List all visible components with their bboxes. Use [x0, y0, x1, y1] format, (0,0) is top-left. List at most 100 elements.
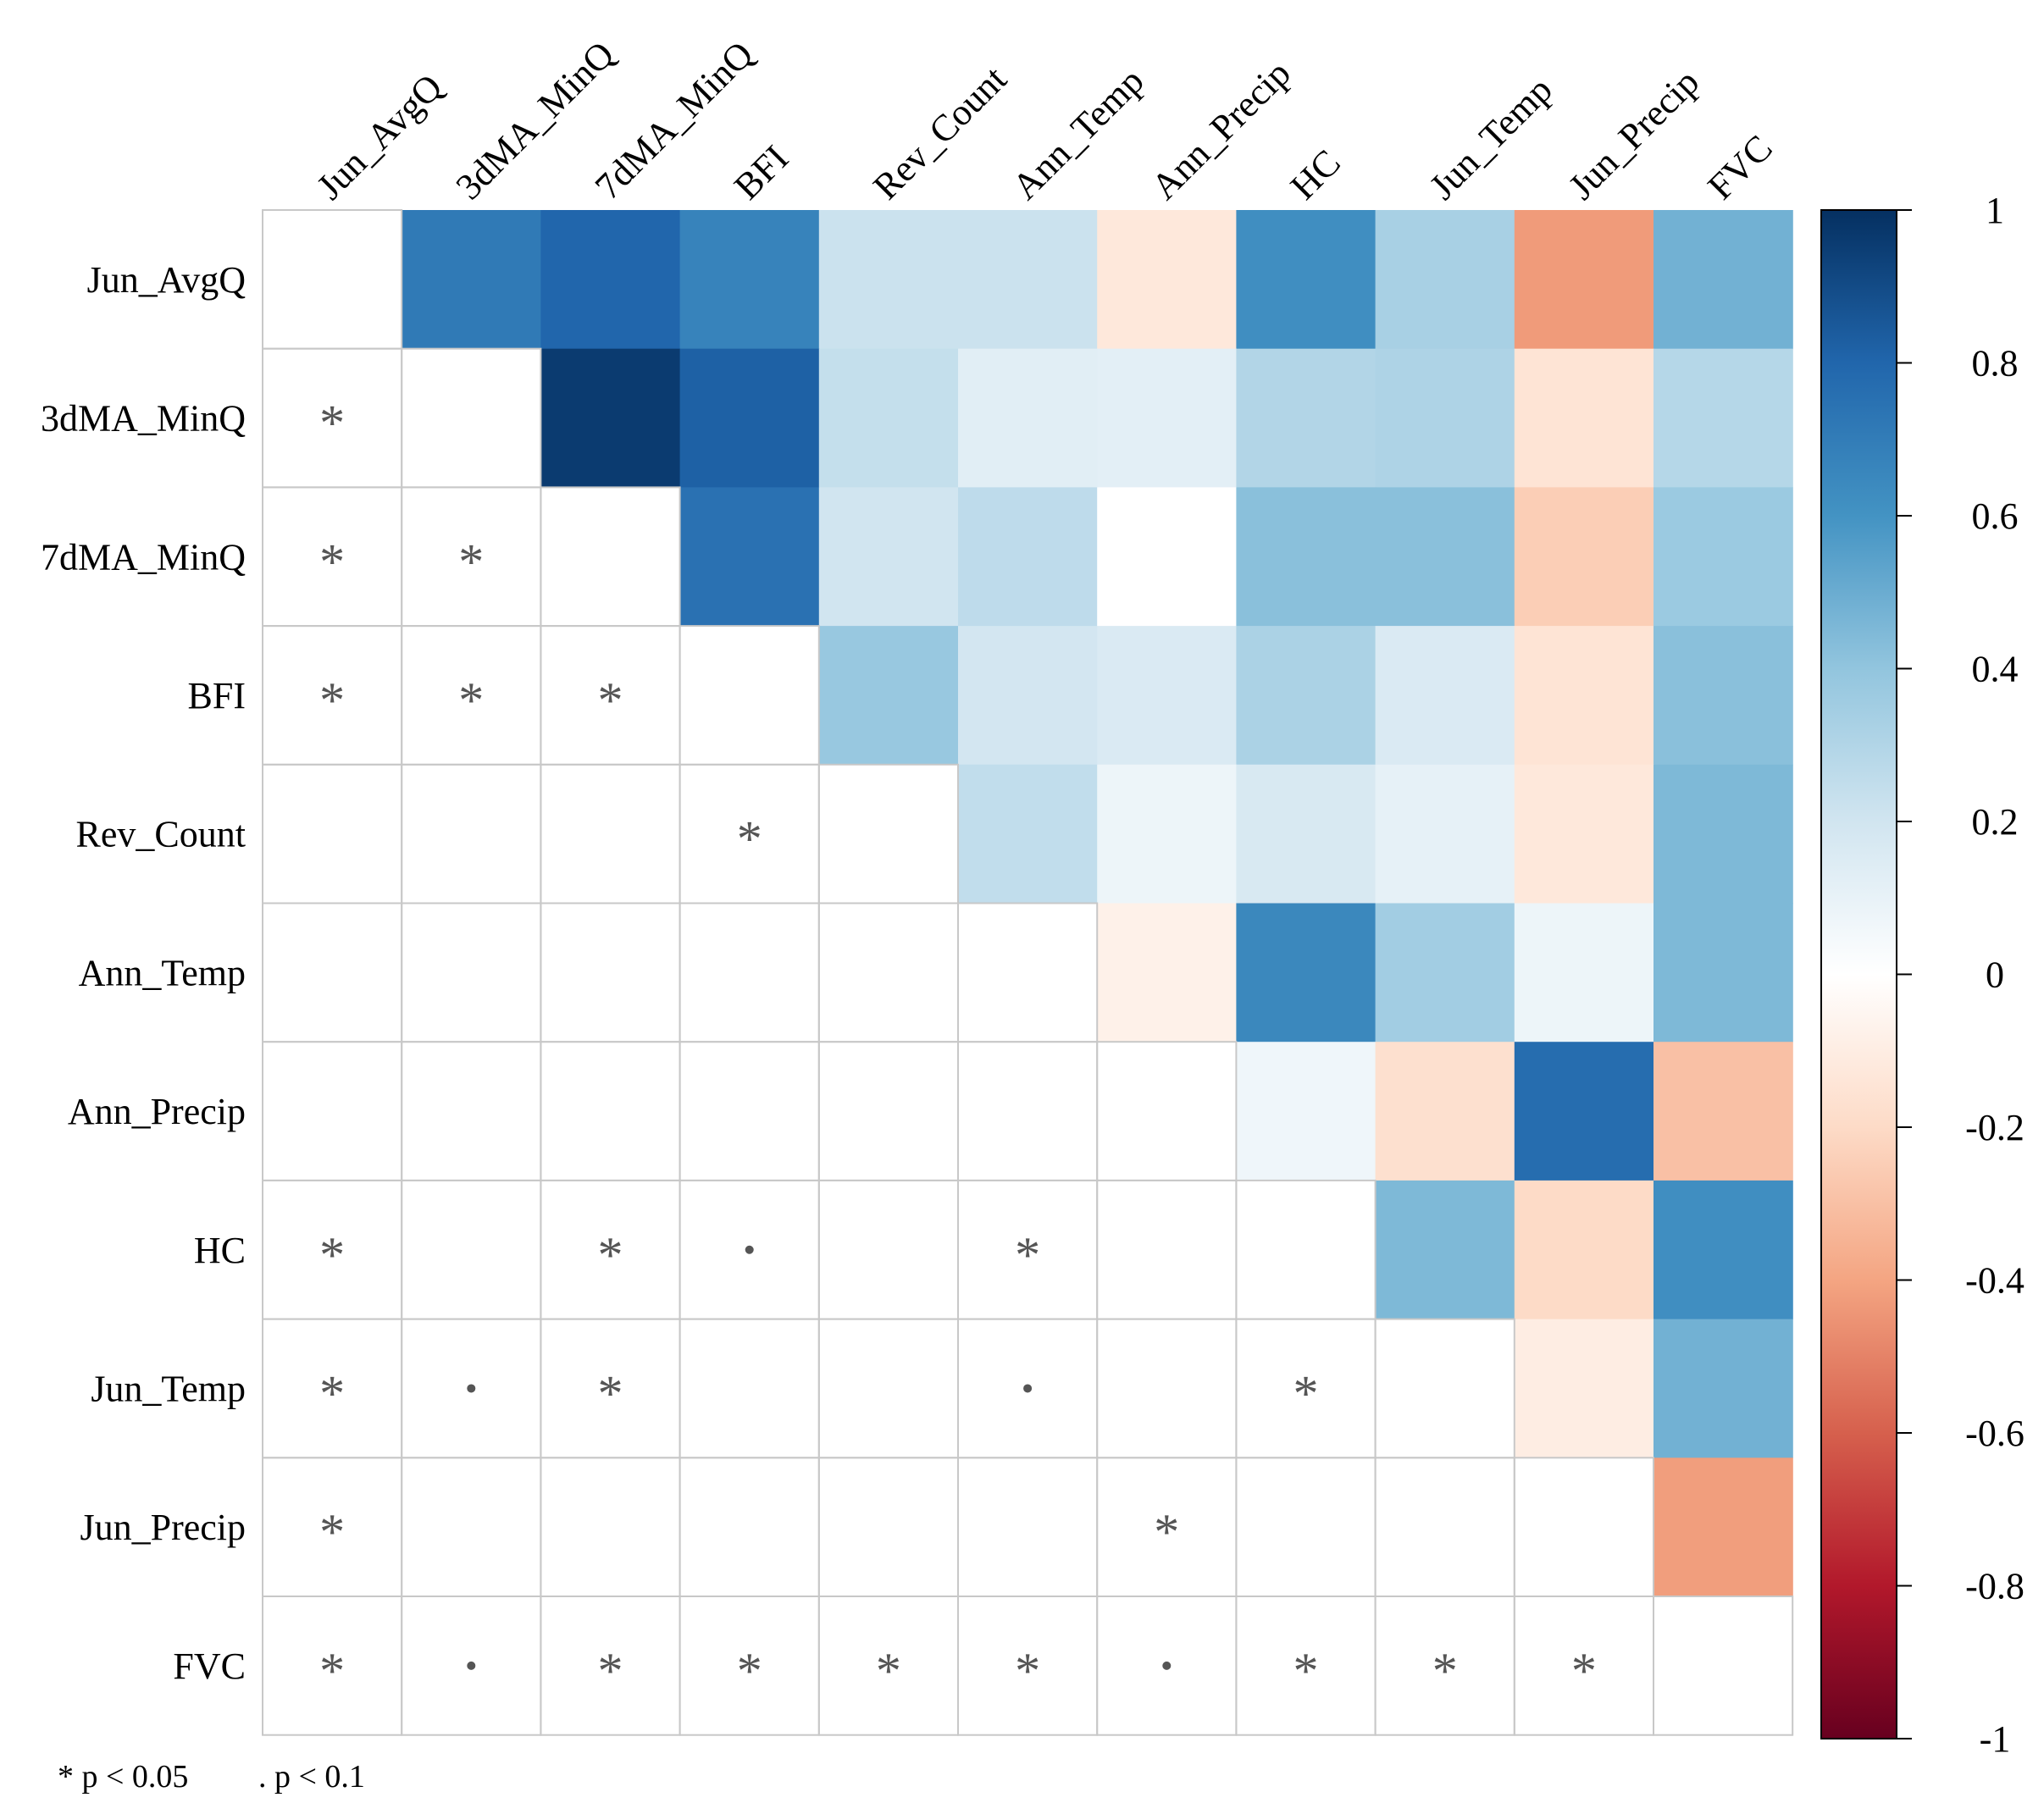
- grid-cell-7dMA_MinQ-7dMA_MinQ: [540, 486, 681, 628]
- sig-mark-FVC-7dMA_MinQ: *: [598, 1643, 623, 1699]
- corr-cell-Jun_AvgQ-BFI: [679, 210, 820, 350]
- grid-cell-Jun_Precip-Ann_Temp: [957, 1457, 1099, 1598]
- corr-cell-Rev_Count-FVC: [1653, 764, 1793, 904]
- grid-cell-Ann_Precip-Ann_Precip: [1096, 1041, 1238, 1181]
- colorbar-tick-label: -0.4: [1965, 1260, 2025, 1302]
- grid-cell-Ann_Precip-Ann_Temp: [957, 1041, 1099, 1181]
- sig-mark-BFI-7dMA_MinQ: *: [598, 672, 623, 728]
- corr-cell-3dMA_MinQ-Jun_Precip: [1514, 348, 1654, 488]
- grid-cell-Jun_Temp-Jun_Temp: [1374, 1318, 1515, 1459]
- grid-cell-Jun_Precip-Jun_Precip: [1513, 1457, 1655, 1598]
- sig-mark-FVC-Jun_Temp: *: [1432, 1643, 1458, 1699]
- row-label-Jun_AvgQ: Jun_AvgQ: [87, 259, 246, 301]
- grid-cell-HC-HC: [1235, 1179, 1377, 1320]
- lower-triangle-grid: [262, 209, 1794, 1736]
- col-label-Jun_Precip: Jun_Precip: [1560, 61, 1707, 207]
- corr-cell-Jun_AvgQ-3dMA_MinQ: [402, 210, 541, 350]
- grid-cell-Rev_Count-Rev_Count: [817, 763, 959, 904]
- grid-cell-Ann_Precip-Jun_AvgQ: [262, 1041, 403, 1181]
- corr-cell-3dMA_MinQ-7dMA_MinQ: [540, 348, 681, 488]
- grid-cell-FVC-FVC: [1653, 1596, 1794, 1736]
- grid-cell-Jun_Temp-BFI: [679, 1318, 820, 1459]
- sig-mark-FVC-Ann_Temp: *: [1015, 1643, 1040, 1699]
- corr-cell-Ann_Precip-HC: [1236, 1042, 1377, 1181]
- sig-mark-FVC-Rev_Count: *: [876, 1643, 901, 1699]
- corr-cell-7dMA_MinQ-Jun_Temp: [1375, 487, 1515, 627]
- grid-cell-Ann_Temp-Ann_Temp: [957, 902, 1099, 1043]
- corr-cell-BFI-Jun_Temp: [1375, 626, 1515, 766]
- grid-cell-HC-Rev_Count: [817, 1179, 959, 1320]
- corr-cell-Jun_AvgQ-Jun_Temp: [1375, 210, 1515, 350]
- sig-mark-Jun_Temp-HC: *: [1293, 1365, 1319, 1421]
- sig-dot-HC-BFI: [745, 1245, 754, 1254]
- corr-cell-3dMA_MinQ-Jun_Temp: [1375, 348, 1515, 488]
- row-label-Jun_Precip: Jun_Precip: [80, 1507, 246, 1548]
- grid-cell-Rev_Count-Jun_AvgQ: [262, 763, 403, 904]
- corr-cell-3dMA_MinQ-FVC: [1653, 348, 1793, 488]
- sig-mark-FVC-Jun_Precip: *: [1571, 1643, 1597, 1699]
- grid-cell-3dMA_MinQ-3dMA_MinQ: [401, 347, 542, 489]
- corr-cell-BFI-FVC: [1653, 626, 1793, 766]
- corr-cell-Jun_AvgQ-Jun_Precip: [1514, 210, 1654, 350]
- sig-mark-HC-Jun_AvgQ: *: [319, 1227, 345, 1283]
- sig-dot-Jun_Temp-3dMA_MinQ: [467, 1384, 476, 1393]
- col-label-FVC: FVC: [1700, 127, 1781, 207]
- sig-mark-HC-Ann_Temp: *: [1015, 1227, 1040, 1283]
- corr-cell-3dMA_MinQ-Ann_Precip: [1097, 348, 1237, 488]
- grid-cell-Jun_Precip-Rev_Count: [817, 1457, 959, 1598]
- colorbar-gradient: [1820, 209, 1897, 1739]
- grid-cell-Jun_AvgQ-Jun_AvgQ: [262, 209, 403, 350]
- sig-dot-Jun_Temp-Ann_Temp: [1023, 1384, 1033, 1393]
- sig-mark-FVC-BFI: *: [737, 1643, 762, 1699]
- grid-cell-Jun_Precip-HC: [1235, 1457, 1377, 1598]
- grid-cell-Rev_Count-7dMA_MinQ: [540, 763, 681, 904]
- corr-cell-BFI-Ann_Precip: [1097, 626, 1237, 766]
- sig-mark-Jun_Temp-7dMA_MinQ: *: [598, 1365, 623, 1421]
- grid-cell-Ann_Precip-3dMA_MinQ: [401, 1041, 542, 1181]
- legend-p01: . p < 0.1: [258, 1759, 365, 1795]
- grid-cell-Ann_Temp-Rev_Count: [817, 902, 959, 1043]
- corr-cell-Jun_AvgQ-HC: [1236, 210, 1377, 350]
- corr-cell-BFI-Jun_Precip: [1514, 626, 1654, 766]
- corr-cell-Ann_Precip-Jun_Precip: [1514, 1042, 1654, 1181]
- corr-cell-Ann_Temp-FVC: [1653, 903, 1793, 1043]
- corr-cell-HC-Jun_Precip: [1514, 1180, 1654, 1320]
- significance-legend: * p < 0.05 . p < 0.1: [58, 1759, 365, 1795]
- corr-cell-3dMA_MinQ-HC: [1236, 348, 1377, 488]
- corr-cell-Ann_Precip-Jun_Temp: [1375, 1042, 1515, 1181]
- colorbar-tick-label: 1: [1986, 190, 2004, 231]
- corr-cell-Ann_Precip-FVC: [1653, 1042, 1793, 1181]
- col-label-HC: HC: [1282, 141, 1349, 207]
- sig-mark-FVC-Jun_AvgQ: *: [319, 1643, 345, 1699]
- row-label-FVC: FVC: [173, 1645, 246, 1687]
- row-label-Ann_Temp: Ann_Temp: [79, 952, 246, 993]
- sig-mark-3dMA_MinQ-Jun_AvgQ: *: [319, 395, 345, 451]
- corr-cell-Jun_AvgQ-FVC: [1653, 210, 1793, 350]
- corr-cell-BFI-HC: [1236, 626, 1377, 766]
- row-label-3dMA_MinQ: 3dMA_MinQ: [41, 398, 246, 440]
- corr-cell-7dMA_MinQ-Ann_Precip: [1097, 487, 1237, 627]
- corr-cell-7dMA_MinQ-FVC: [1653, 487, 1793, 627]
- corr-cell-3dMA_MinQ-Ann_Temp: [958, 348, 1098, 488]
- corr-cell-Jun_AvgQ-7dMA_MinQ: [540, 210, 681, 350]
- corr-cell-BFI-Rev_Count: [818, 626, 959, 766]
- row-label-Rev_Count: Rev_Count: [76, 814, 246, 855]
- corr-cell-Rev_Count-HC: [1236, 764, 1377, 904]
- corr-cell-BFI-Ann_Temp: [958, 626, 1098, 766]
- col-label-Ann_Temp: Ann_Temp: [1005, 60, 1152, 207]
- grid-cell-Jun_Precip-7dMA_MinQ: [540, 1457, 681, 1598]
- colorbar: 1 0.8 0.6 0.4 0.2 0 -0.2 -0.4 -0.6 -0.8 -1: [1820, 190, 2025, 1760]
- corr-cell-7dMA_MinQ-Ann_Temp: [958, 487, 1098, 627]
- sig-mark-7dMA_MinQ-Jun_AvgQ: *: [319, 534, 345, 589]
- grid-cell-Ann_Temp-7dMA_MinQ: [540, 902, 681, 1043]
- grid-cell-Ann_Temp-3dMA_MinQ: [401, 902, 542, 1043]
- corr-cell-Rev_Count-Ann_Temp: [958, 764, 1098, 904]
- grid-cell-BFI-BFI: [679, 625, 820, 766]
- sig-dot-FVC-Ann_Precip: [1162, 1661, 1172, 1670]
- grid-cell-Jun_Precip-Jun_Temp: [1374, 1457, 1515, 1598]
- row-label-Ann_Precip: Ann_Precip: [68, 1091, 246, 1132]
- sig-dot-FVC-3dMA_MinQ: [467, 1661, 476, 1670]
- colorbar-tick-label: 0.4: [1972, 649, 2019, 690]
